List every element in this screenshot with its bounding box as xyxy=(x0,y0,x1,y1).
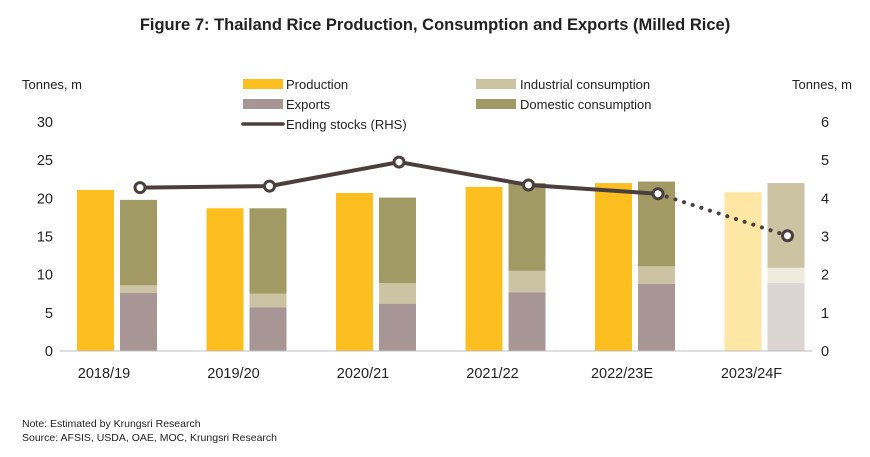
right-tick-label: 5 xyxy=(821,153,829,169)
right-axis-ticks: 0 1 2 3 4 5 6 xyxy=(821,115,829,360)
legend-label-production: Production xyxy=(286,77,348,92)
bar-domestic-consumption xyxy=(508,183,546,271)
source-text: Source: AFSIS, USDA, OAE, MOC, Krungsri … xyxy=(22,432,277,444)
left-tick-label: 20 xyxy=(37,191,53,207)
ending-stocks-point xyxy=(133,181,147,195)
bar-industrial-consumption xyxy=(767,267,805,284)
left-axis-title: Tonnes, m xyxy=(22,77,82,92)
legend: Production Industrial consumption Export… xyxy=(241,77,652,132)
chart-title: Figure 7: Thailand Rice Production, Cons… xyxy=(140,16,730,34)
legend-label-industrial: Industrial consumption xyxy=(520,77,650,92)
legend-label-domestic: Domestic consumption xyxy=(520,97,652,112)
left-tick-label: 5 xyxy=(45,306,53,322)
bar-exports xyxy=(120,292,157,351)
bar-domestic-consumption xyxy=(249,208,287,294)
bar-exports xyxy=(249,307,287,351)
bar-production xyxy=(724,192,762,351)
bar-industrial-consumption xyxy=(379,283,416,304)
left-tick-label: 25 xyxy=(37,153,53,169)
category-label: 2019/20 xyxy=(207,366,259,382)
category-labels: 2018/19 2019/20 2020/21 2021/22 2022/23E 2023… xyxy=(78,366,782,382)
bar-industrial-consumption xyxy=(638,266,675,284)
category-label: 2023/24F xyxy=(721,366,782,382)
bar-production xyxy=(336,192,373,351)
bar-industrial-consumption xyxy=(120,285,157,293)
right-tick-label: 1 xyxy=(821,306,829,322)
ending-stocks-point xyxy=(392,155,406,169)
left-tick-label: 30 xyxy=(37,115,53,131)
ending-stocks-point xyxy=(651,187,665,201)
bar-production xyxy=(77,189,114,351)
bar-domestic-consumption xyxy=(767,183,805,268)
right-tick-label: 4 xyxy=(821,191,829,207)
legend-swatch-domestic xyxy=(476,99,516,109)
legend-swatch-exports xyxy=(243,99,283,109)
left-tick-label: 0 xyxy=(45,344,53,360)
bar-industrial-consumption xyxy=(508,270,546,293)
right-axis-title: Tonnes, m xyxy=(792,77,852,92)
right-tick-label: 3 xyxy=(821,230,829,246)
ending-stocks-line xyxy=(133,155,794,243)
bar-domestic-consumption xyxy=(120,199,157,286)
category-label: 2018/19 xyxy=(78,366,130,382)
legend-swatch-production xyxy=(243,79,283,89)
bar-exports xyxy=(767,283,805,351)
bar-industrial-consumption xyxy=(249,293,287,308)
bar-domestic-consumption xyxy=(379,197,416,284)
bar-production xyxy=(595,183,632,351)
right-tick-label: 0 xyxy=(821,344,829,360)
ending-stocks-point xyxy=(781,229,794,243)
category-label: 2020/21 xyxy=(337,366,389,382)
legend-label-ending-stocks: Ending stocks (RHS) xyxy=(286,117,407,132)
ending-stocks-point xyxy=(263,179,276,193)
left-tick-label: 10 xyxy=(37,268,53,284)
bar-exports xyxy=(638,283,675,351)
note-text: Note: Estimated by Krungsri Research xyxy=(22,418,201,430)
ending-stocks-point xyxy=(522,178,535,192)
legend-label-exports: Exports xyxy=(286,97,331,112)
category-label: 2022/23E xyxy=(591,366,653,382)
legend-swatch-industrial xyxy=(476,79,516,89)
right-tick-label: 2 xyxy=(821,268,829,284)
bar-exports xyxy=(508,292,546,351)
left-axis-ticks: 0 5 10 15 20 25 30 xyxy=(37,115,53,360)
category-label: 2021/22 xyxy=(466,366,518,382)
bar-exports xyxy=(379,303,416,351)
bar-production xyxy=(465,186,503,351)
left-tick-label: 15 xyxy=(37,230,53,246)
bar-production xyxy=(206,208,244,351)
bars xyxy=(77,181,805,351)
right-tick-label: 6 xyxy=(821,115,829,131)
